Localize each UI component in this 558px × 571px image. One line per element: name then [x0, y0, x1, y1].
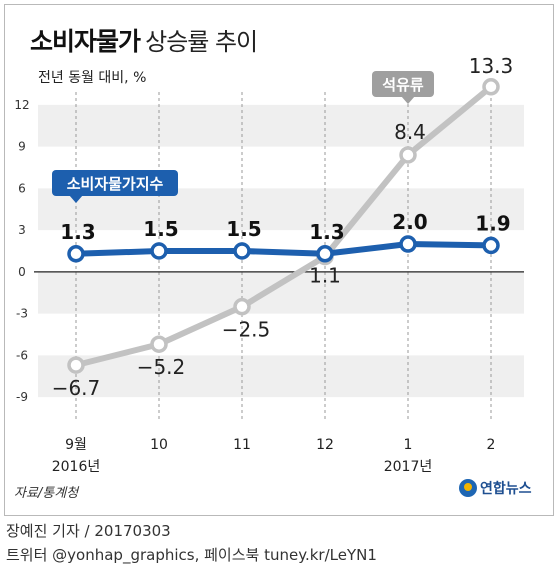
chart-title-sub: 상승률 추이	[145, 28, 258, 56]
x-tick-sublabel: 2016년	[52, 459, 101, 475]
legend-oil-pointer	[401, 96, 415, 104]
source-label: 자료/통계청	[14, 486, 79, 501]
credit-social: 트위터 @yonhap_graphics, 페이스북 tuney.kr/LeYN…	[6, 546, 377, 564]
y-tick-label: 12	[14, 98, 29, 112]
cpi-data-label: 1.3	[60, 220, 95, 244]
oil-data-label: −6.7	[52, 376, 101, 400]
oil-data-label: −5.2	[137, 355, 186, 379]
grid-band	[38, 104, 524, 147]
series-line-oil	[75, 84, 493, 369]
cpi-data-label: 1.5	[226, 217, 261, 241]
y-tick-label: 0	[18, 265, 26, 279]
credit-reporter: 장예진 기자 / 20170303	[6, 522, 171, 540]
oil-data-label: −2.5	[222, 318, 271, 342]
legend-cpi-pointer	[69, 195, 83, 203]
line-chart: 12 9 6 3 0 -3 -6 -9 9월 2016년 10 11 12 1 2017년 2 1.3 1.5 1.…	[14, 54, 524, 475]
cpi-data-label: 1.5	[143, 217, 178, 241]
legend-cpi-label: 소비자물가지수	[67, 175, 164, 193]
legend-cpi-tag	[52, 170, 178, 196]
legend-oil-tag	[372, 71, 434, 97]
infographic-card	[4, 4, 554, 516]
cpi-data-label: 1.9	[475, 211, 510, 235]
oil-point	[67, 356, 85, 374]
y-tick-label: -3	[16, 307, 28, 321]
cpi-data-label: 2.0	[392, 210, 427, 234]
oil-point	[399, 146, 417, 164]
x-tick-label: 1	[404, 437, 413, 453]
y-tick-label: -6	[16, 348, 28, 362]
grid-band	[38, 271, 524, 314]
oil-data-label: 13.3	[469, 54, 514, 78]
oil-data-label: 1.1	[309, 264, 341, 288]
x-tick-label: 2	[487, 437, 496, 453]
x-tick-label: 10	[150, 437, 168, 453]
y-tick-label: 6	[18, 181, 26, 195]
unit-label: 전년 동월 대비, %	[38, 70, 147, 86]
x-tick-label: 11	[233, 437, 251, 453]
cpi-point	[233, 242, 251, 260]
oil-point	[233, 297, 251, 316]
cpi-data-label: 1.3	[309, 220, 344, 244]
x-tick-label: 9월	[65, 437, 87, 453]
x-tick-sublabel: 2017년	[384, 459, 433, 475]
cpi-point	[316, 245, 334, 263]
y-tick-label: 9	[18, 140, 26, 154]
y-tick-label: 3	[18, 223, 26, 237]
series-line-cpi	[75, 241, 492, 257]
chart-title-main: 소비자물가	[30, 27, 141, 56]
oil-point	[150, 335, 168, 353]
legend-oil-label: 석유류	[382, 76, 424, 94]
cpi-point	[67, 245, 85, 263]
oil-data-label: 8.4	[394, 120, 426, 144]
x-tick-label: 12	[316, 437, 334, 453]
y-tick-label: -9	[16, 390, 28, 404]
grid-band	[38, 355, 524, 398]
chart-title: 소비자물가 상승률 추이	[30, 22, 258, 58]
yonhap-logo-icon	[459, 479, 477, 497]
cpi-point	[482, 236, 500, 255]
oil-point	[482, 78, 500, 96]
cpi-point	[399, 235, 417, 253]
yonhap-logo: 연합뉴스	[459, 478, 532, 498]
cpi-point	[150, 242, 168, 260]
yonhap-logo-text: 연합뉴스	[480, 481, 532, 497]
